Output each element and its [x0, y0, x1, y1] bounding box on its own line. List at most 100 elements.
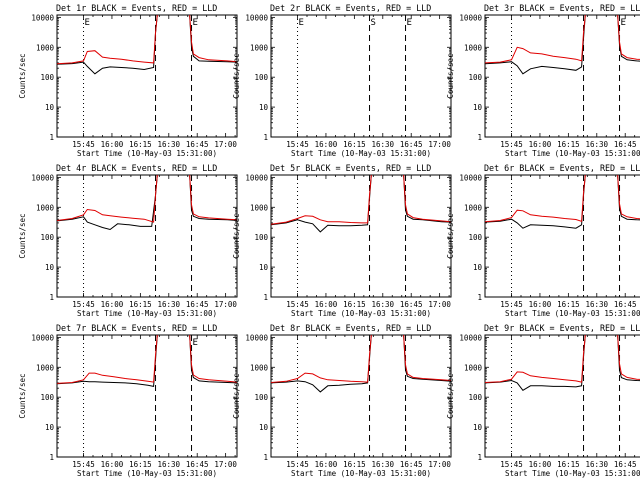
x-tick-label: 16:15	[557, 140, 580, 149]
x-tick-label: 16:00	[101, 300, 124, 309]
x-axis-label: Start Time (10-May-03 15:31:00)	[291, 309, 431, 318]
events-series	[271, 175, 451, 233]
lld-series	[271, 175, 451, 225]
x-tick-label: 16:45	[614, 300, 637, 309]
x-tick-label: 17:00	[214, 300, 237, 309]
y-tick-label: 10	[473, 103, 483, 112]
plot-frame	[484, 14, 640, 138]
y-axis-label: Counts/sec	[446, 213, 455, 258]
y-tick-label: 10000	[31, 173, 54, 182]
y-axis-label: Counts/sec	[18, 53, 27, 98]
x-tick-label: 16:15	[343, 300, 366, 309]
x-tick-label: 17:00	[428, 140, 451, 149]
y-tick-label: 1000	[36, 43, 55, 52]
x-tick-label: 16:15	[129, 140, 152, 149]
y-tick-label: 1000	[250, 43, 269, 52]
y-tick-label: 1	[263, 293, 268, 302]
x-axis-label: Start Time (10-May-03 15:31:00)	[77, 469, 217, 478]
y-tick-label: 10000	[459, 173, 482, 182]
marker-label: E	[299, 18, 304, 28]
y-axis-label: Counts/sec	[232, 213, 241, 258]
x-tick-label: 16:45	[186, 300, 209, 309]
x-tick-label: 16:30	[158, 300, 181, 309]
y-tick-label: 1	[263, 133, 268, 142]
x-tick-label: 16:45	[186, 460, 209, 469]
y-axis-label: Counts/sec	[446, 373, 455, 418]
y-tick-label: 100	[40, 73, 54, 82]
panel-title: Det 5r BLACK = Events, RED = LLD	[270, 163, 431, 173]
x-axis-label: Start Time (10-May-03 15:31:00)	[77, 309, 217, 318]
x-tick-label: 16:15	[557, 460, 580, 469]
x-tick-label: 16:45	[400, 300, 423, 309]
x-tick-label: 16:45	[400, 140, 423, 149]
y-tick-label: 100	[468, 393, 482, 402]
y-tick-label: 10	[259, 103, 269, 112]
y-tick-label: 10000	[245, 13, 268, 22]
x-tick-label: 15:45	[500, 300, 523, 309]
lld-series	[57, 175, 237, 223]
panel-4: Det 4r BLACK = Events, RED = LLD 1 10 100 10…	[18, 163, 238, 318]
y-tick-label: 1000	[464, 203, 483, 212]
panel-6: Det 6r BLACK = Events, RED = LLD 1 10 100 10…	[446, 163, 640, 318]
y-tick-label: 100	[254, 73, 268, 82]
y-tick-label: 10	[259, 263, 269, 272]
plot-frame	[270, 334, 452, 458]
y-axis-label: Counts/sec	[18, 373, 27, 418]
x-tick-label: 16:45	[614, 460, 637, 469]
x-tick-label: 16:00	[529, 460, 552, 469]
x-tick-label: 16:30	[586, 300, 609, 309]
plot-frame	[270, 174, 452, 298]
y-tick-label: 1	[263, 453, 268, 462]
x-tick-label: 17:00	[214, 460, 237, 469]
x-tick-label: 16:00	[315, 140, 338, 149]
y-tick-label: 10000	[31, 333, 54, 342]
y-tick-label: 100	[254, 233, 268, 242]
x-tick-label: 16:45	[614, 140, 637, 149]
x-tick-label: 16:30	[158, 460, 181, 469]
marker-label: E	[193, 338, 198, 348]
x-tick-label: 15:45	[72, 140, 95, 149]
y-tick-label: 1000	[250, 203, 269, 212]
marker-label: E	[85, 18, 90, 28]
y-tick-label: 1000	[464, 43, 483, 52]
x-tick-label: 16:30	[586, 460, 609, 469]
panel-8: Det 8r BLACK = Events, RED = LLD 1 10 100 10…	[232, 323, 452, 478]
y-tick-label: 10000	[31, 13, 54, 22]
x-tick-label: 15:45	[286, 300, 309, 309]
y-tick-label: 100	[40, 233, 54, 242]
y-tick-label: 1	[49, 453, 54, 462]
y-tick-label: 10	[473, 263, 483, 272]
panel-title: Det 3r BLACK = Events, RED = LLD	[484, 3, 640, 13]
marker-label: E	[193, 18, 198, 28]
x-tick-label: 16:45	[186, 140, 209, 149]
x-tick-label: 16:00	[529, 140, 552, 149]
panel-title: Det 4r BLACK = Events, RED = LLD	[56, 163, 217, 173]
y-axis-label: Counts/sec	[446, 53, 455, 98]
y-tick-label: 100	[254, 393, 268, 402]
x-tick-label: 16:00	[101, 140, 124, 149]
panel-9: Det 9r BLACK = Events, RED = LLD 1 10 100 10…	[446, 323, 640, 478]
x-tick-label: 15:45	[500, 140, 523, 149]
y-tick-label: 10	[45, 423, 55, 432]
y-tick-label: 1	[477, 133, 482, 142]
x-tick-label: 17:00	[428, 300, 451, 309]
y-tick-label: 10	[473, 423, 483, 432]
x-axis-label: Start Time (10-May-03 15:31:00)	[505, 309, 640, 318]
y-tick-label: 10000	[459, 13, 482, 22]
marker-label: S	[371, 18, 376, 28]
lld-series	[57, 335, 237, 384]
panel-title: Det 8r BLACK = Events, RED = LLD	[270, 323, 431, 333]
panel-5: Det 5r BLACK = Events, RED = LLD 1 10 100 10…	[232, 163, 452, 318]
panel-title: Det 9r BLACK = Events, RED = LLD	[484, 323, 640, 333]
x-tick-label: 16:30	[372, 300, 395, 309]
panel-title: Det 7r BLACK = Events, RED = LLD	[56, 323, 217, 333]
plot-frame	[270, 14, 452, 138]
y-tick-label: 1000	[36, 203, 55, 212]
x-tick-label: 15:45	[500, 460, 523, 469]
x-tick-label: 16:30	[372, 140, 395, 149]
y-tick-label: 10000	[245, 173, 268, 182]
y-tick-label: 10	[45, 263, 55, 272]
x-tick-label: 17:00	[428, 460, 451, 469]
x-tick-label: 16:15	[343, 460, 366, 469]
